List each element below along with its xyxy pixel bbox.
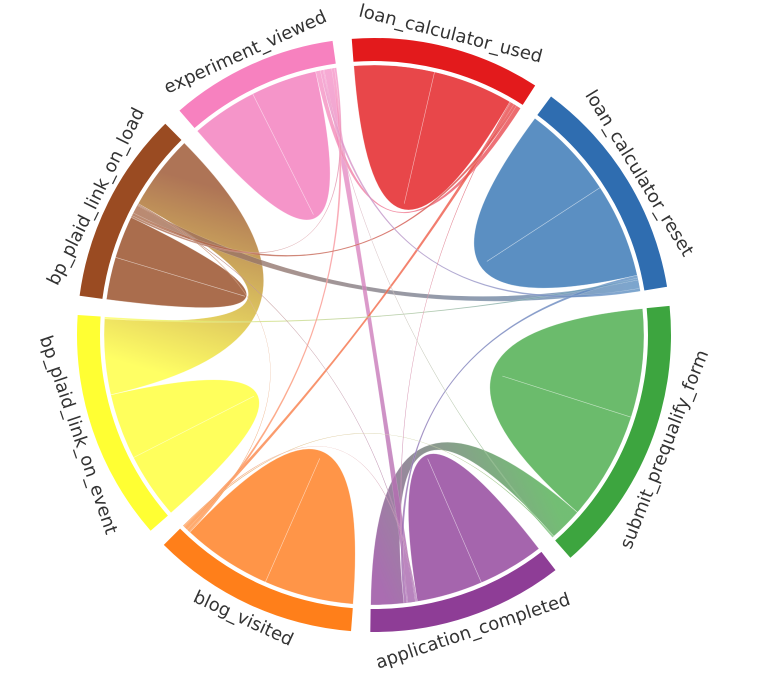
- chord-ribbon-loan_calculator_used-application_completed: [400, 101, 511, 604]
- chord-ribbon-application_completed-application_completed: [408, 453, 540, 602]
- group-arc-bp_plaid_link_on_load: [79, 123, 182, 299]
- chord-ribbon-loan_calculator_used-loan_calculator_used: [353, 64, 511, 211]
- group-arc-separator: [103, 140, 185, 300]
- chord-ribbon-bp_plaid_link_on_load-bp_plaid_link_on_event: [103, 142, 264, 396]
- chord-ribbon-blog_visited-application_completed: [182, 446, 418, 602]
- chord-ribbon-bp_plaid_link_on_load-blog_visited: [137, 203, 271, 533]
- group-arc-loan_calculator_used: [351, 37, 536, 105]
- chord-ribbon-experiment_viewed-experiment_viewed: [196, 71, 331, 221]
- group-arc-separator: [101, 316, 171, 515]
- group-arc-separator: [195, 64, 337, 131]
- group-arc-separator: [552, 308, 648, 540]
- group-arc-separator: [353, 62, 523, 109]
- group-arc-submit_prequalify_form: [555, 305, 671, 558]
- chord-ribbon-experiment_viewed-submit_prequalify_form: [322, 69, 554, 538]
- group-arc-blog_visited: [163, 528, 353, 632]
- group-arc-application_completed: [370, 551, 556, 633]
- chord-ribbon-submit_prequalify_form-submit_prequalify_form: [489, 308, 645, 513]
- chord-ribbons: [103, 64, 645, 606]
- group-arc-loan_calculator_reset: [537, 96, 668, 291]
- chord-ribbon-bp_plaid_link_on_load-bp_plaid_link_on_load: [106, 216, 247, 308]
- chord-ribbon-loan_calculator_reset-loan_calculator_reset: [473, 117, 638, 289]
- group-arc-bp_plaid_link_on_event: [76, 315, 168, 531]
- chord-ribbon-experiment_viewed-bp_plaid_link_on_load: [130, 67, 342, 254]
- group-arc-separator: [370, 548, 541, 608]
- group-arcs: [76, 37, 671, 633]
- chord-ribbon-blog_visited-submit_prequalify_form: [183, 433, 555, 538]
- group-arc-separator: [180, 525, 354, 608]
- chord-ribbon-bp_plaid_link_on_event-bp_plaid_link_on_event: [110, 379, 260, 514]
- group-arc-experiment_viewed: [179, 40, 336, 128]
- group-arc-separator: [534, 115, 644, 292]
